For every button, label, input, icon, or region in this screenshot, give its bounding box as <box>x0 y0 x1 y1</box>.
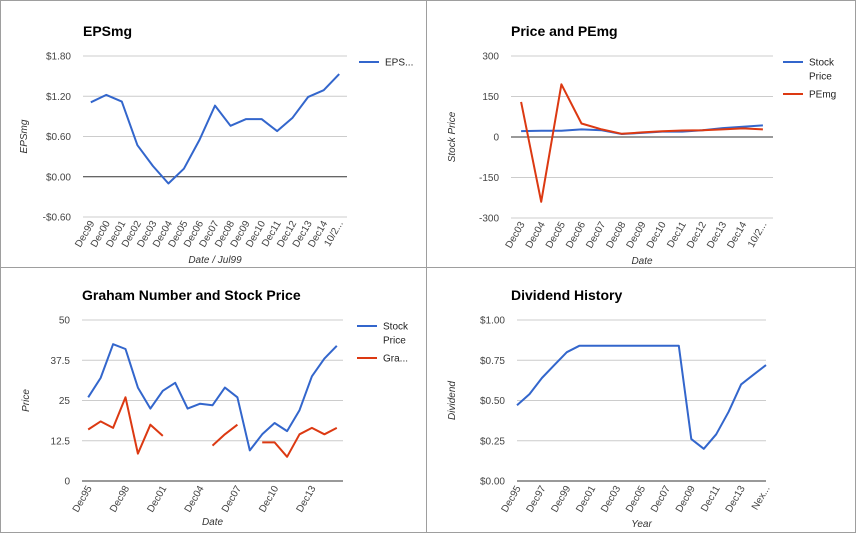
y-tick-label: 0 <box>493 133 499 144</box>
legend-label: Stock <box>383 322 409 333</box>
x-tick-label: Dec95 <box>71 484 95 515</box>
chart-title: Graham Number and Stock Price <box>82 287 301 303</box>
x-axis-label: Date <box>202 517 224 528</box>
x-tick-label: Dec98 <box>108 484 132 515</box>
x-tick-label: Dec09 <box>674 484 698 515</box>
legend-label: Stock <box>809 58 835 69</box>
y-tick-label: $1.20 <box>46 92 71 103</box>
chart-panel-dividend: Dividend History $1.00 $0.75 $0.50 $0.25 $0.0… <box>426 267 856 533</box>
y-tick-label: $0.25 <box>480 436 505 447</box>
y-tick-label: -300 <box>479 214 499 225</box>
x-tick-label: Dec07 <box>649 484 673 515</box>
y-axis-label: EPSmg <box>19 119 30 153</box>
x-axis-label: Date <box>631 256 653 267</box>
x-axis-label: Date / Jul99 <box>188 255 242 266</box>
chart-panel-graham: Graham Number and Stock Price 50 37.5 25 12.… <box>0 267 427 533</box>
legend-label: Price <box>383 336 406 347</box>
series-line-0 <box>87 343 338 452</box>
y-tick-label: $1.80 <box>46 52 71 63</box>
chart-title: Price and PEmg <box>511 23 618 39</box>
y-tick-label: $0.75 <box>480 356 505 367</box>
x-axis-label: Year <box>631 519 652 530</box>
x-tick-label: Dec07 <box>220 484 244 515</box>
series-line-1 <box>211 423 239 447</box>
x-tick-label: Dec04 <box>183 484 207 515</box>
y-tick-label: 150 <box>482 92 499 103</box>
x-tick-label: Dec97 <box>525 484 549 515</box>
series-line-0 <box>90 73 340 185</box>
series-line-1 <box>520 83 763 203</box>
series-line-1 <box>262 426 338 458</box>
y-tick-label: 25 <box>59 396 71 407</box>
legend-label: PEmg <box>809 90 836 101</box>
chart-title: EPSmg <box>83 23 132 39</box>
x-tick-label: 10/2... <box>746 220 769 250</box>
x-tick-label: Dec10 <box>257 484 281 515</box>
y-axis-label: Stock Price <box>447 111 458 162</box>
x-tick-label: Dec05 <box>624 484 648 515</box>
y-tick-label: $1.00 <box>480 316 505 327</box>
x-tick-label: Dec01 <box>145 484 169 515</box>
y-tick-label: 0 <box>64 477 70 488</box>
y-tick-label: 12.5 <box>51 436 71 447</box>
y-tick-label: -$0.60 <box>43 213 72 224</box>
y-tick-label: 50 <box>59 316 71 327</box>
y-tick-label: -150 <box>479 173 499 184</box>
legend-label: Gra... <box>383 354 408 365</box>
y-axis-label: Price <box>21 389 32 412</box>
y-axis-label: Dividend <box>447 381 458 420</box>
x-tick-label: Dec11 <box>699 484 723 514</box>
x-tick-label: Dec95 <box>500 484 524 515</box>
legend-label: Price <box>809 72 832 83</box>
x-tick-label: Dec01 <box>574 484 598 515</box>
y-tick-label: 300 <box>482 52 499 63</box>
y-tick-label: 37.5 <box>51 356 71 367</box>
chart-title: Dividend History <box>511 287 622 303</box>
y-tick-label: $0.00 <box>480 477 505 488</box>
x-tick-label: Dec13 <box>295 484 319 515</box>
chart-panel-epsmg: EPSmg $1.80 $1.20 $0.60 $0.00 -$0.60 Dec99 Dec0… <box>0 0 427 268</box>
y-tick-label: $0.00 <box>46 172 71 183</box>
y-tick-label: $0.50 <box>480 396 505 407</box>
chart-epsmg: EPSmg$1.80$1.20$0.60$0.00-$0.60Dec99Dec0… <box>19 23 413 266</box>
legend-label: EPS... <box>385 58 413 69</box>
chart-panel-price-pemg: Price and PEmg 300 150 0 -150 -300 Dec03 Dec04 D… <box>426 0 856 268</box>
x-tick-label: Dec03 <box>599 484 623 515</box>
x-tick-label: Dec14 <box>725 220 749 251</box>
x-tick-label: Nex... <box>750 484 773 512</box>
series-line-0 <box>516 344 767 450</box>
chart-dividend: Dividend History $1.00 $0.75 $0.50 $0.25 $0.0… <box>447 287 773 530</box>
y-tick-label: $0.60 <box>46 132 71 143</box>
x-tick-label: Dec13 <box>724 484 748 515</box>
series-line-1 <box>87 396 164 455</box>
chart-graham: Graham Number and Stock Price 50 37.5 25 12.… <box>21 287 409 528</box>
x-tick-label: Dec10 <box>645 220 669 251</box>
x-tick-label: Dec99 <box>549 484 573 515</box>
chart-price-pemg: Price and PEmg3001500-150-300Dec03Dec04D… <box>447 23 836 267</box>
